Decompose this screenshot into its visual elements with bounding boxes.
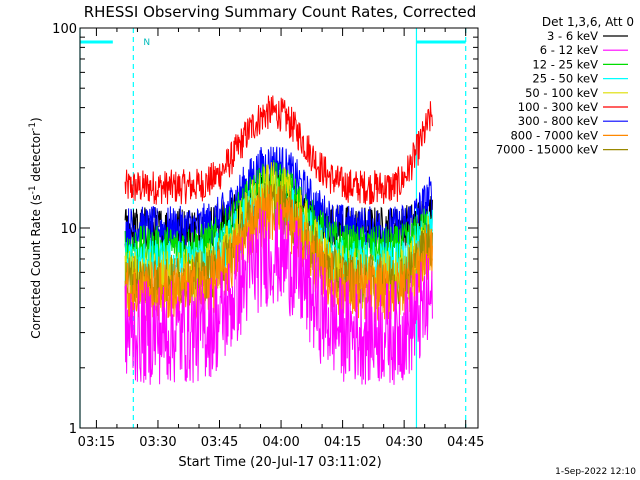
x-axis-label: Start Time (20-Jul-17 03:11:02): [178, 455, 381, 470]
y-tick-label-1: 10: [60, 222, 77, 237]
plot-area: N: [79, 28, 467, 428]
y-axis-ticks: 1 10 100: [52, 22, 478, 437]
series-line-6: [124, 146, 433, 250]
x-axis-ticks: 03:15 03:30 03:45 04:00 04:15 04:30 04:45: [78, 28, 484, 450]
legend-label-8: 7000 - 15000 keV: [496, 143, 598, 157]
legend-label-2: 12 - 25 keV: [532, 57, 598, 71]
x-tick-label-6: 04:45: [447, 435, 484, 450]
x-tick-label-0: 03:15: [78, 435, 115, 450]
y-axis-label: Corrected Count Rate (s-1 detector-1): [28, 117, 43, 338]
x-tick-label-4: 04:15: [324, 435, 361, 450]
y-axis-label-part-3: ): [29, 117, 43, 122]
y-axis-label-part-1: Corrected Count Rate (s: [29, 194, 43, 338]
legend-label-5: 100 - 300 keV: [518, 100, 598, 114]
x-tick-label-2: 03:45: [201, 435, 238, 450]
legend-label-1: 6 - 12 keV: [540, 43, 598, 57]
legend-label-7: 800 - 7000 keV: [510, 128, 598, 142]
timestamp: 1-Sep-2022 12:10: [555, 467, 636, 477]
y-tick-label-0: 1: [69, 422, 77, 437]
x-tick-label-1: 03:30: [139, 435, 176, 450]
y-tick-label-2: 100: [52, 22, 77, 37]
series-line-5: [124, 95, 433, 205]
series-line-1: [124, 202, 433, 385]
legend-title: Det 1,3,6, Att 0: [542, 15, 634, 29]
marker-label: N: [143, 38, 150, 48]
x-tick-label-5: 04:30: [385, 435, 422, 450]
legend-label-0: 3 - 6 keV: [547, 29, 598, 43]
y-axis-label-sup-2: -1: [28, 122, 38, 131]
legend-label-4: 50 - 100 keV: [525, 86, 598, 100]
x-tick-label-3: 04:00: [262, 435, 299, 450]
legend-label-3: 25 - 50 keV: [532, 72, 598, 86]
chart-title: RHESSI Observing Summary Count Rates, Co…: [84, 3, 477, 21]
y-axis-label-sup-1: -1: [28, 185, 38, 194]
legend-label-6: 300 - 800 keV: [518, 114, 598, 128]
y-axis-label-part-2: detector: [29, 131, 43, 186]
